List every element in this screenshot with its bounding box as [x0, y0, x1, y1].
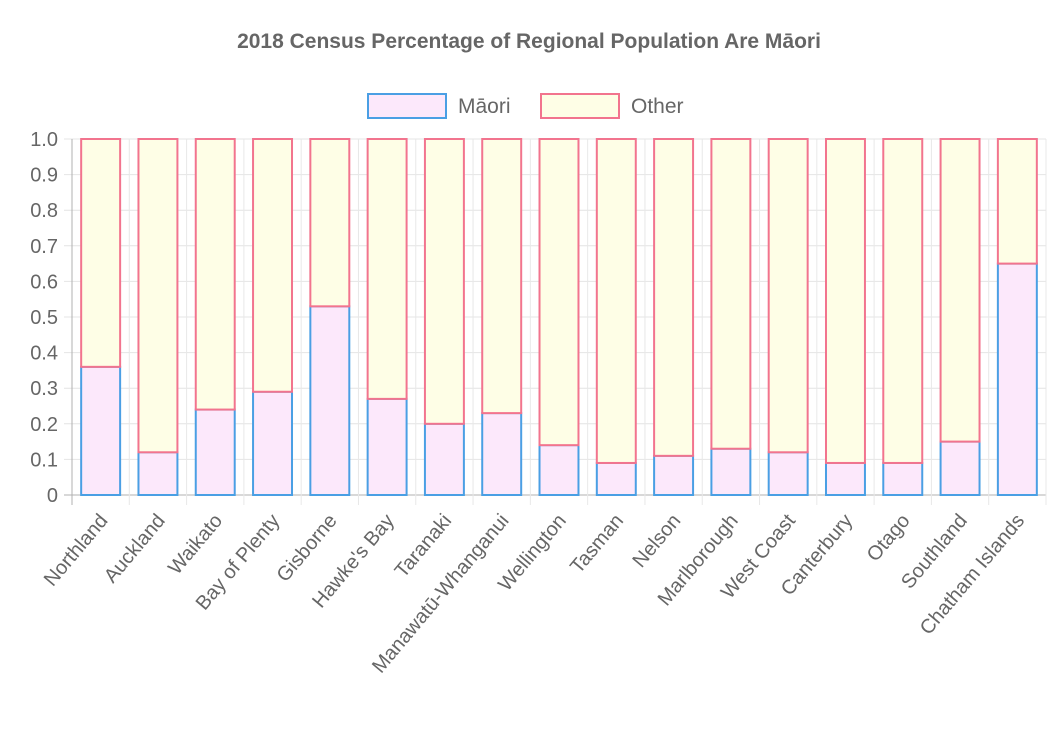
y-tick-label: 0.2: [30, 414, 58, 436]
y-tick-label: 0.3: [30, 378, 58, 400]
bar-maori[interactable]: [137, 451, 179, 496]
bar-maori[interactable]: [80, 365, 122, 496]
bar-other[interactable]: [194, 138, 236, 411]
bar-maori[interactable]: [996, 262, 1038, 496]
bar-other[interactable]: [767, 138, 809, 454]
bar-other[interactable]: [939, 138, 981, 443]
x-tick-label: Tasman: [566, 510, 628, 578]
bar-maori[interactable]: [710, 447, 752, 496]
y-tick-label: 0.7: [30, 236, 58, 258]
bar-other[interactable]: [366, 138, 408, 400]
bar-maori[interactable]: [767, 451, 809, 496]
legend-item-maori[interactable]: Māori: [367, 93, 511, 119]
bar-other[interactable]: [423, 138, 465, 425]
y-tick-label: 1.0: [30, 129, 58, 151]
x-tick-label: Otago: [863, 510, 915, 566]
x-tick-label: Auckland: [100, 510, 170, 587]
y-tick-label: 0.1: [30, 449, 58, 471]
bar-other[interactable]: [309, 138, 351, 308]
y-axis: 0 0.1 0.2 0.3 0.4 0.5 0.6 0.7 0.8 0.9 1.0: [30, 129, 58, 507]
y-tick-label: 0.6: [30, 271, 58, 293]
bar-maori[interactable]: [653, 454, 695, 496]
bar-maori[interactable]: [423, 422, 465, 496]
legend-item-other[interactable]: Other: [540, 93, 684, 119]
legend-swatch-other: [540, 93, 620, 119]
bar-maori[interactable]: [882, 461, 924, 496]
bar-other[interactable]: [824, 138, 866, 464]
legend-label-maori: Māori: [458, 95, 511, 118]
bar-other[interactable]: [538, 138, 580, 447]
bar-maori[interactable]: [595, 461, 637, 496]
bar-other[interactable]: [882, 138, 924, 464]
bar-other[interactable]: [481, 138, 523, 415]
legend-label-other: Other: [631, 95, 684, 118]
bar-maori[interactable]: [194, 408, 236, 496]
bars: [80, 138, 1038, 497]
y-tick-label: 0.5: [30, 307, 58, 329]
legend-swatch-maori: [367, 93, 447, 119]
bar-other[interactable]: [252, 138, 294, 393]
bar-other[interactable]: [137, 138, 179, 454]
bar-other[interactable]: [595, 138, 637, 464]
x-tick-label: Nelson: [629, 510, 686, 572]
y-tick-label: 0: [47, 485, 58, 507]
chart-title: 2018 Census Percentage of Regional Popul…: [237, 30, 821, 53]
y-tick-label: 0.9: [30, 165, 58, 187]
bar-maori[interactable]: [538, 444, 580, 497]
bar-other[interactable]: [653, 138, 695, 457]
x-tick-label: Chatham Islands: [916, 510, 1029, 639]
y-tick-label: 0.8: [30, 200, 58, 222]
bar-maori[interactable]: [366, 397, 408, 497]
bar-maori[interactable]: [824, 461, 866, 496]
bar-other[interactable]: [710, 138, 752, 450]
bar-maori[interactable]: [309, 305, 351, 496]
bar-maori[interactable]: [939, 440, 981, 497]
y-tick-label: 0.4: [30, 343, 58, 365]
bar-maori[interactable]: [252, 390, 294, 497]
x-tick-label: Northland: [40, 510, 113, 591]
bar-other[interactable]: [996, 138, 1038, 265]
bar-maori[interactable]: [481, 412, 523, 496]
bar-other[interactable]: [80, 138, 122, 368]
legend: Māori Other: [367, 93, 684, 119]
